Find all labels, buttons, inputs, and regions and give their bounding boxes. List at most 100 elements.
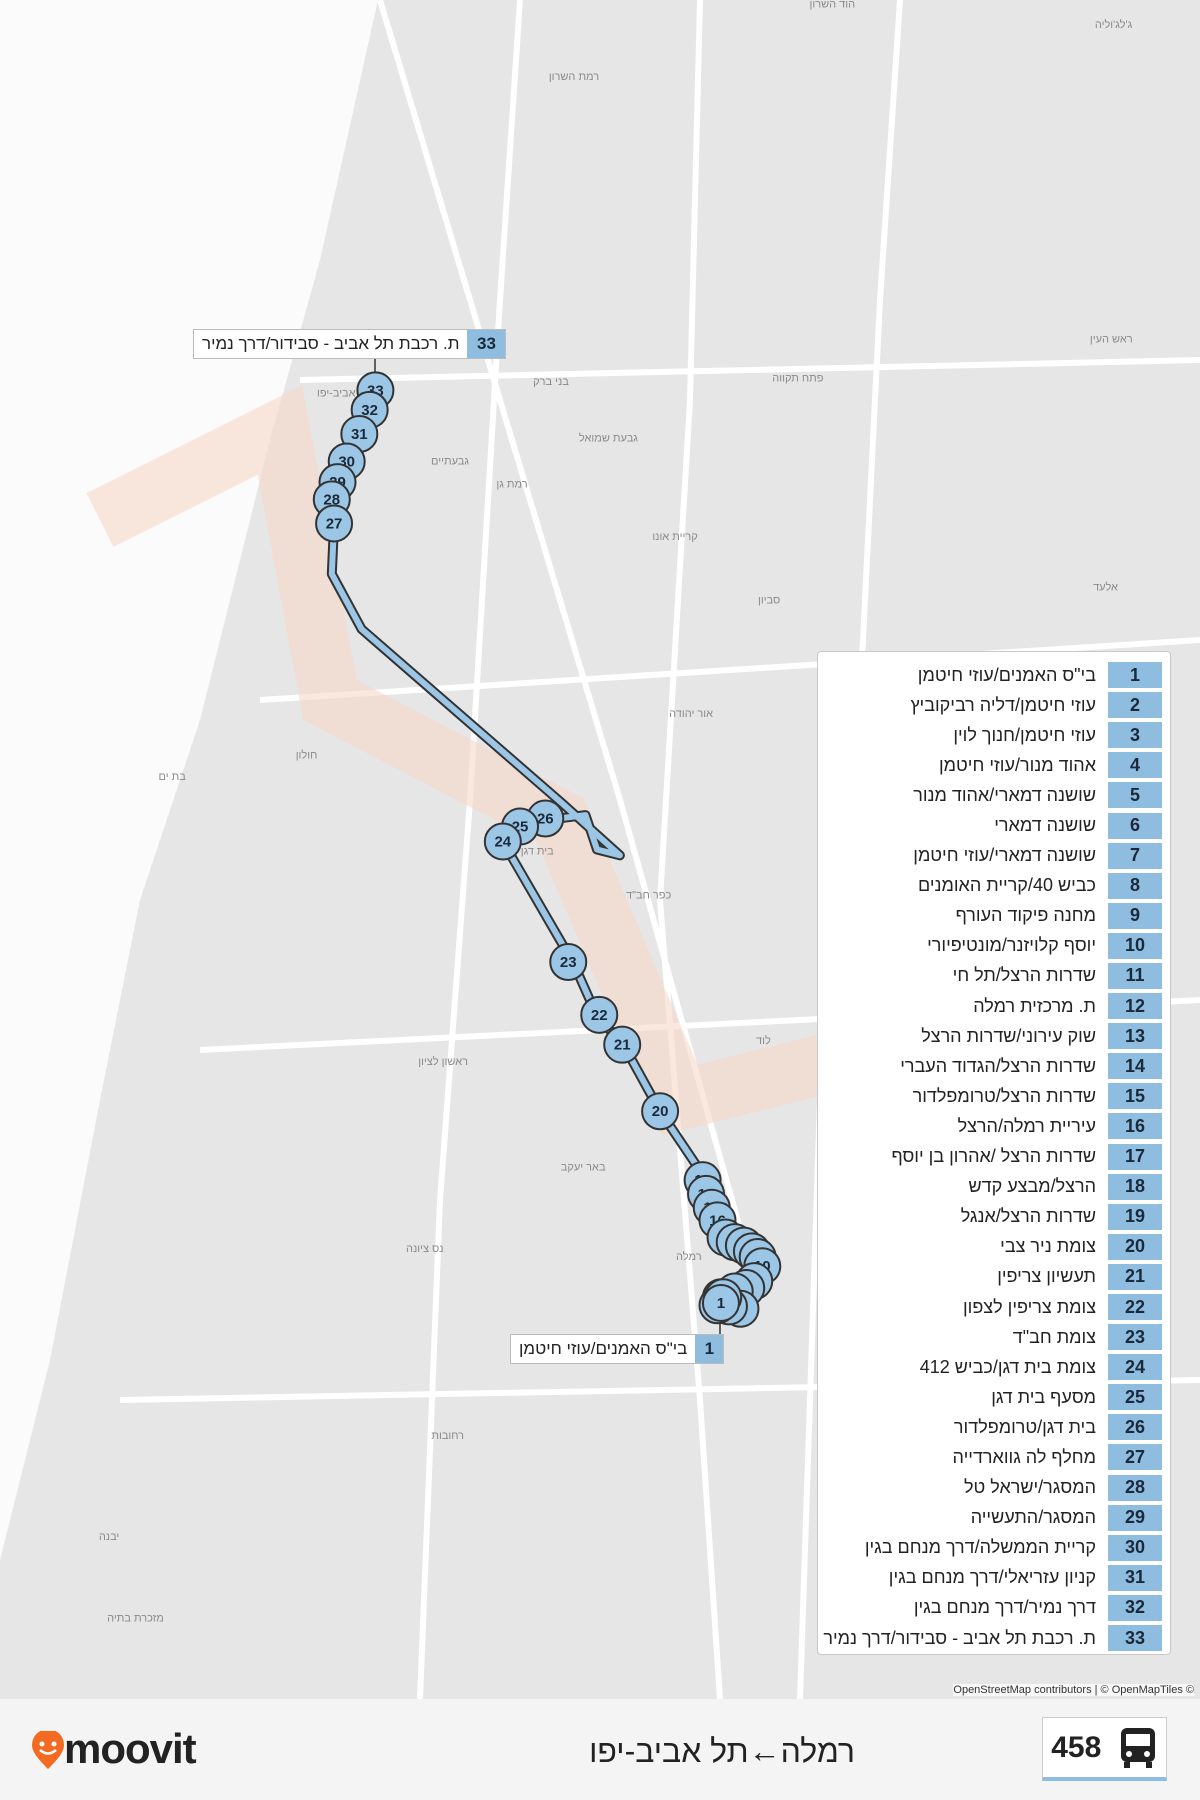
stop-row: צומת ניר צבי 20 xyxy=(818,1232,1170,1262)
stop-row: שדרות הרצל /אהרון בן יוסף 17 xyxy=(818,1142,1170,1172)
stop-row: דרך נמיר/דרך מנחם בגין 32 xyxy=(818,1593,1170,1623)
stop-number: 24 xyxy=(1108,1354,1162,1381)
stop-row: מחנה פיקוד העורף 9 xyxy=(818,901,1170,931)
stop-number: 31 xyxy=(1108,1564,1162,1591)
stop-number: 32 xyxy=(1108,1594,1162,1621)
stop-name: שדרות הרצל/אנגל xyxy=(960,1206,1096,1227)
place-label: בת ים xyxy=(159,771,187,783)
stop-name: שדרות הרצל /אהרון בן יוסף xyxy=(891,1146,1096,1167)
stop-name: בית דגן/טרומפלדור xyxy=(953,1416,1096,1437)
stop-row: קניון עזריאלי/דרך מנחם בגין 31 xyxy=(818,1563,1170,1593)
stop-name: מחלף לה גווארדייה xyxy=(952,1446,1096,1467)
stop-name: מחנה פיקוד העורף xyxy=(955,905,1096,926)
stop-name: עוזי חיטמן/חנוך לוין xyxy=(953,724,1096,745)
stop-number: 15 xyxy=(1108,1083,1162,1110)
stop-name: ת. מרכזית רמלה xyxy=(973,995,1096,1016)
stop-marker-number: 26 xyxy=(537,810,554,827)
stop-number: 25 xyxy=(1108,1384,1162,1411)
footer: moovit רמלה←תל אביב-יפו 458 xyxy=(0,1699,1200,1800)
stop-marker xyxy=(549,943,588,982)
stop-marker xyxy=(603,1025,642,1064)
place-label: מזכרת בתיה xyxy=(107,1613,164,1625)
place-label: ראשון לציון xyxy=(418,1055,468,1068)
stop-number: 33 xyxy=(1108,1625,1162,1652)
stop-number: 5 xyxy=(1108,782,1162,809)
stop-row: בית דגן/טרומפלדור 26 xyxy=(818,1412,1170,1442)
place-label: פתח תקווה xyxy=(772,373,823,385)
bus-icon xyxy=(1120,1727,1155,1768)
stop-number: 3 xyxy=(1108,722,1162,749)
place-label: קריית אונו xyxy=(652,531,697,543)
stop-name: שדרות הרצל/טרומפלדור xyxy=(912,1085,1096,1106)
stop-name: שושנה דמארי/אהוד מנור xyxy=(913,784,1096,805)
stop-name: כביש 40/קריית האומנים xyxy=(917,875,1096,896)
stop-number: 8 xyxy=(1108,872,1162,899)
stop-markers: 3332313029282726252423222120191817161514… xyxy=(312,371,782,1328)
stop-number: 23 xyxy=(1108,1324,1162,1351)
place-label: אלעד xyxy=(1093,581,1118,594)
place-label: באר יעקב xyxy=(561,1161,606,1173)
attribution: OpenStreetMap contributors | © OpenMapTi… xyxy=(953,1684,1194,1696)
stop-row: אהוד מנור/עוזי חיטמן 4 xyxy=(818,750,1170,780)
stop-name: צומת בית דגן/כביש 412 xyxy=(919,1356,1096,1377)
stop-number: 20 xyxy=(1108,1233,1162,1260)
stop-row: תעשיון צריפין 21 xyxy=(818,1262,1170,1292)
stop-row: צומת חב"ד 23 xyxy=(818,1322,1170,1352)
stop-row: בי"ס האמנים/עוזי חיטמן 1 xyxy=(818,660,1170,690)
stop-name: עיריית רמלה/הרצל xyxy=(957,1115,1096,1136)
place-label: כפר חב"ד xyxy=(626,889,671,901)
stop-row: מסעף בית דגן 25 xyxy=(818,1382,1170,1412)
stop-number: 26 xyxy=(1108,1414,1162,1441)
stop-number: 21 xyxy=(1108,1263,1162,1290)
stop-row: ת. רכבת תל אביב - סבידור/דרך נמיר 33 xyxy=(818,1623,1170,1653)
place-label: רחובות xyxy=(431,1430,464,1442)
stop-marker-number: 22 xyxy=(591,1007,608,1024)
stop-name: שושנה דמארי/עוזי חיטמן xyxy=(913,845,1096,866)
stop-number: 16 xyxy=(1108,1113,1162,1140)
place-label: רמת גן xyxy=(496,478,527,490)
stop-row: עוזי חיטמן/חנוך לוין 3 xyxy=(818,720,1170,750)
stop-row: שוק עירוני/שדרות הרצל 13 xyxy=(818,1021,1170,1051)
place-label: סביון xyxy=(758,594,780,606)
stop-row: הרצל/מבצע קדש 18 xyxy=(818,1172,1170,1202)
stop-number: 4 xyxy=(1108,752,1162,779)
callout-number: 33 xyxy=(467,330,506,358)
stop-row: עיריית רמלה/הרצל 16 xyxy=(818,1111,1170,1141)
stop-name: קריית הממשלה/דרך מנחם בגין xyxy=(864,1537,1096,1558)
stop-number: 12 xyxy=(1108,993,1162,1020)
stop-name: קניון עזריאלי/דרך מנחם בגין xyxy=(888,1567,1096,1588)
callout: ת. רכבת תל אביב - סבידור/דרך נמיר 33 xyxy=(193,329,507,359)
stop-row: מחלף לה גווארדייה 27 xyxy=(818,1442,1170,1472)
stop-number: 18 xyxy=(1108,1173,1162,1200)
stop-marker xyxy=(701,1283,740,1322)
stop-row: המסגר/התעשייה 29 xyxy=(818,1503,1170,1533)
stop-number: 22 xyxy=(1108,1294,1162,1321)
stop-name: תעשיון צריפין xyxy=(997,1266,1096,1287)
stop-row: שושנה דמארי/עוזי חיטמן 7 xyxy=(818,841,1170,871)
stop-name: צומת חב"ד xyxy=(1012,1326,1096,1347)
stop-name: המסגר/ישראל טל xyxy=(963,1477,1096,1498)
place-label: אור יהודה xyxy=(669,708,713,720)
stop-row: שדרות הרצל/טרומפלדור 15 xyxy=(818,1081,1170,1111)
place-label: בית דגן xyxy=(521,846,554,858)
stop-number: 6 xyxy=(1108,812,1162,839)
stop-row: צומת צריפין לצפון 22 xyxy=(818,1292,1170,1322)
place-label: רמת השרון xyxy=(549,71,599,83)
stop-number: 10 xyxy=(1108,932,1162,959)
stop-name: שוק עירוני/שדרות הרצל xyxy=(921,1025,1096,1046)
brand: moovit xyxy=(64,1725,197,1772)
stop-number: 9 xyxy=(1108,902,1162,929)
stop-name: שדרות הרצל/תל חי xyxy=(952,965,1096,986)
callout-name: ת. רכבת תל אביב - סבידור/דרך נמיר xyxy=(202,334,460,353)
stop-row: שדרות הרצל/הגדוד העברי 14 xyxy=(818,1051,1170,1081)
stop-marker-number: 28 xyxy=(323,491,340,508)
stop-marker xyxy=(315,504,354,543)
stop-marker-number: 24 xyxy=(494,833,511,850)
stop-marker xyxy=(641,1092,680,1131)
stop-marker-number: 1 xyxy=(717,1295,725,1312)
stop-number: 13 xyxy=(1108,1023,1162,1050)
route-badge: 458 xyxy=(1042,1717,1167,1781)
stop-name: דרך נמיר/דרך מנחם בגין xyxy=(913,1597,1096,1618)
stop-number: 28 xyxy=(1108,1474,1162,1501)
